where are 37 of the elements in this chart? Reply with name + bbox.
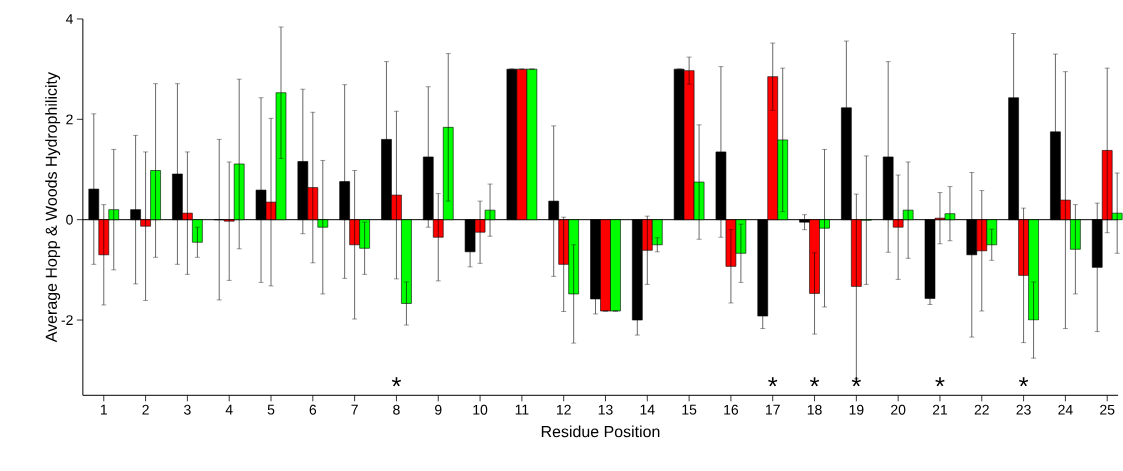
annotation: * (851, 377, 861, 387)
x-tick-label: 6 (309, 404, 317, 415)
x-tick-label: 9 (435, 404, 442, 415)
x-tick-label: 13 (598, 404, 613, 415)
x-tick-label: 17 (766, 404, 780, 415)
x-tick-label: 16 (724, 404, 739, 415)
x-tick-label: 2 (142, 404, 149, 415)
x-tick-label: 4 (225, 404, 233, 415)
x-tick-label: 15 (682, 404, 697, 415)
annotation: * (1018, 377, 1029, 387)
y-tick-label: -2 (61, 315, 73, 325)
x-tick-label: 10 (473, 404, 488, 415)
annotation: * (768, 377, 778, 387)
x-tick-label: 8 (393, 404, 400, 415)
x-tick-label: 23 (1016, 404, 1031, 415)
x-tick-label: 12 (556, 404, 571, 415)
x-tick-label: 22 (974, 404, 989, 415)
x-tick-label: 11 (515, 404, 529, 415)
y-tick-label: 2 (66, 114, 73, 125)
x-tick-label: 24 (1058, 404, 1073, 415)
x-tick-label: 25 (1100, 404, 1115, 415)
y-axis-title: Average Hopp & Woods Hydrophilicity (45, 72, 61, 343)
x-tick-label: 18 (807, 404, 822, 415)
x-tick-label: 5 (267, 404, 275, 415)
x-tick-label: 7 (351, 404, 358, 415)
annotation: * (935, 377, 945, 387)
x-tick-label: 21 (932, 404, 948, 415)
x-tick-label: 14 (640, 404, 655, 415)
x-tick-label: 3 (184, 404, 191, 415)
x-tick-label: 20 (891, 404, 906, 415)
x-axis-title: Residue Position (541, 425, 660, 438)
annotation: * (809, 377, 820, 387)
x-tick-label: 19 (849, 404, 864, 415)
x-tick-label: 1 (100, 404, 107, 415)
y-tick-label: 0 (66, 214, 73, 225)
y-tick-label: 4 (65, 14, 73, 24)
annotation: * (391, 377, 402, 387)
